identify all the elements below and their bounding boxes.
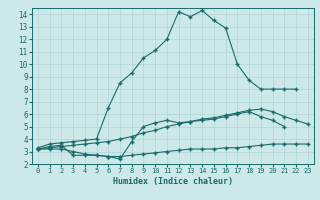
X-axis label: Humidex (Indice chaleur): Humidex (Indice chaleur) — [113, 177, 233, 186]
